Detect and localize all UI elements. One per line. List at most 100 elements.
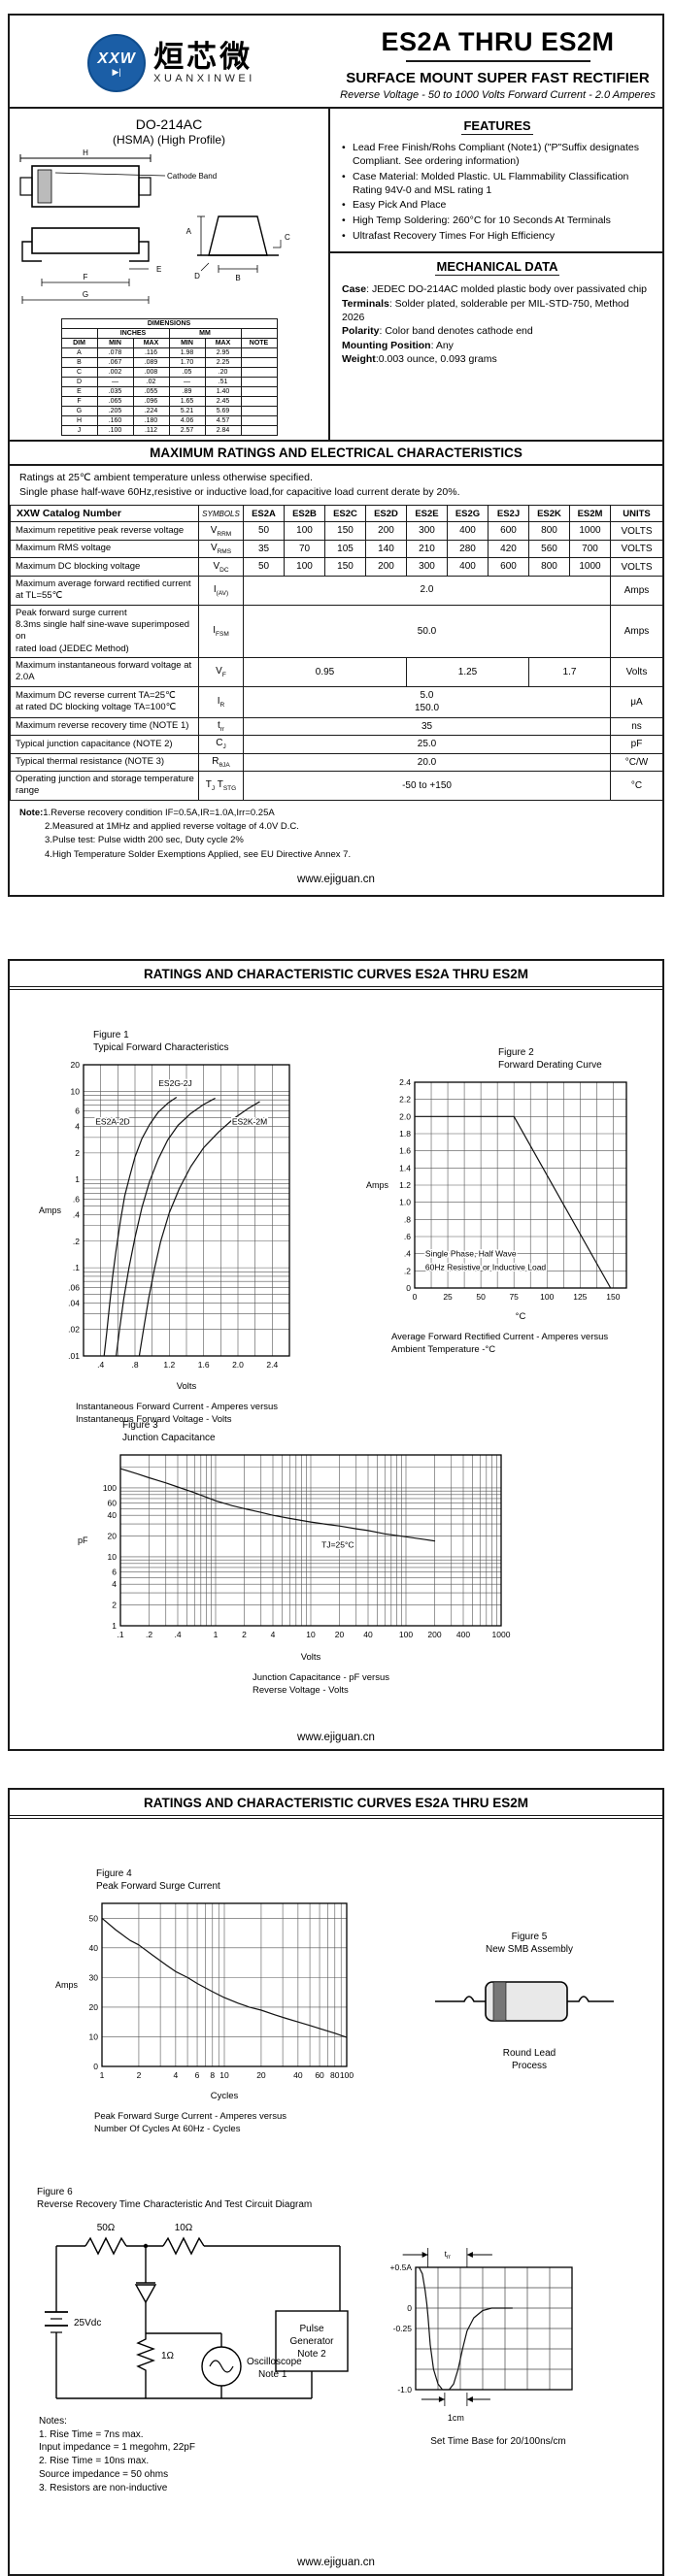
column-header: XXW Catalog Number [10, 505, 199, 523]
table-cell: C [60, 367, 98, 378]
figure2-chart: 0 25 50 75 100 125 150 2.4 2.2 2.0 1.8 1.6 1.4 1.2 1.0… [364, 1074, 656, 1327]
figure6-number: Figure 6 [37, 2186, 73, 2197]
column-header: ES2J [488, 505, 529, 523]
figure5-smb-assembly: Figure 5 New SMB Assembly Round Lead Pro… [427, 1931, 631, 2073]
table-cell: 2.95 [204, 347, 242, 358]
resistor3-label: 1Ω [161, 2351, 175, 2361]
scope-timebase-label: Set Time Base for 20/100ns/cm [430, 2435, 566, 2447]
table-row: Maximum reverse recovery time (NOTE 1) tr… [10, 716, 663, 737]
table-row: Maximum DC blocking voltage VDC 50 100 150 20… [10, 557, 663, 577]
value-cell: 35 [243, 716, 611, 737]
table-notes: Note:1.Reverse recovery condition IF=0.5… [10, 801, 662, 864]
table-cell [240, 367, 278, 378]
value-cell: 100 [284, 557, 325, 577]
dim-h-label: H [83, 149, 88, 157]
table-row: H .160.180 4.06 4.57 [60, 415, 278, 426]
circuit-note-line: Notes: [39, 2415, 67, 2427]
column-header: ES2K [528, 505, 570, 523]
svg-text:8: 8 [210, 2070, 215, 2080]
dimensions-table: DIMENSIONS INCHES MM DIM MIN MAX MIN MAX NOTE A .0… [60, 318, 278, 436]
figure2-title: Forward Derating Curve [498, 1060, 602, 1072]
figure6-notes: Notes: 1. Rise Time = 7ns max. Input imped… [39, 2415, 330, 2495]
smb-assembly-drawing [435, 1981, 614, 2022]
figure3-title: Junction Capacitance [122, 1433, 216, 1444]
circuit-note-line: Source impedance = 50 ohms [39, 2469, 169, 2480]
column-header: ES2G [447, 505, 489, 523]
table-cell [240, 347, 278, 358]
parameter-label: Maximum DC blocking voltage [10, 557, 199, 577]
feature-text: High Temp Soldering: 260°C for 10 Second… [353, 215, 611, 227]
symbol-cell: RθJA [198, 752, 244, 773]
svg-text:400: 400 [456, 1630, 470, 1639]
svg-text:TJ=25°C: TJ=25°C [321, 1540, 354, 1550]
mechanical-data-item: Terminals: Solder plated, solderable per… [342, 297, 629, 323]
units-cell: Volts [610, 656, 663, 687]
table-cell: — [168, 377, 206, 387]
fig1-plot: .4.8 1.2 1.6 2.0 2.420106421.6.4.2.1.06.04.0… [39, 1060, 290, 1392]
parameter-label: Maximum average forward rectified curren… [10, 575, 199, 606]
table-cell: 2.84 [204, 425, 242, 436]
svg-text:2.4: 2.4 [266, 1360, 278, 1370]
value-cell: 100 [284, 521, 325, 541]
figure1-forward-characteristics: Figure 1 Typical Forward Characteristics… [37, 1029, 338, 1427]
mechanical-data-item: Weight:0.003 ounce, 0.093 grams [342, 353, 497, 366]
parameter-label: Operating junction and storage temperatu… [10, 771, 199, 801]
svg-text:.6: .6 [404, 1232, 411, 1241]
svg-text:10: 10 [71, 1086, 81, 1096]
mechanical-data-item: Case: JEDEC DO-214AC molded plastic body… [342, 283, 647, 296]
value-cell: 300 [406, 557, 448, 577]
figure4-caption: Number Of Cycles At 60Hz - Cycles [94, 2124, 241, 2135]
table-cell: .116 [132, 347, 170, 358]
feature-text: Lead Free Finish/Rohs Compliant (Note1) … [353, 142, 639, 167]
ratings-section-heading: MAXIMUM RATINGS AND ELECTRICAL CHARACTER… [10, 440, 662, 466]
parameter-label: Maximum RMS voltage [10, 539, 199, 559]
table-cell [240, 406, 278, 416]
table-cell [240, 396, 278, 407]
table-cell: .02 [132, 377, 170, 387]
value-cell: 0.95 [243, 656, 407, 687]
ratings-condition-line: Ratings at 25℃ ambient temperature unles… [19, 472, 313, 483]
svg-text:.8: .8 [131, 1360, 138, 1370]
table-cell: .205 [96, 406, 134, 416]
figure5-number: Figure 5 [511, 1931, 548, 1942]
svg-text:2: 2 [242, 1630, 247, 1639]
svg-text:.4: .4 [174, 1630, 181, 1639]
bullet-icon: • [342, 170, 346, 182]
features-heading: FEATURES [461, 118, 533, 135]
value-cell: 50 [243, 557, 285, 577]
svg-text:100: 100 [399, 1630, 413, 1639]
value-cell: 5.0 150.0 [243, 685, 611, 718]
svg-text:30: 30 [89, 1972, 99, 1982]
mechanical-data-item: Polarity: Color band denotes cathode end [342, 325, 533, 338]
figure5-title: New SMB Assembly [485, 1944, 574, 1956]
svg-text:.8: .8 [404, 1214, 411, 1224]
figure2-caption: Ambient Temperature -°C [391, 1344, 496, 1356]
svg-text:10: 10 [108, 1552, 118, 1562]
parameter-label: Peak forward surge current 8.3ms single … [10, 604, 199, 658]
symbol-cell: VDC [198, 557, 244, 577]
table-cell: 4.06 [168, 415, 206, 426]
svg-text:Amps: Amps [366, 1180, 389, 1190]
figure5-process-label: Process [511, 2061, 548, 2072]
pulse-generator-note: Note 2 [297, 2349, 326, 2360]
value-cell: 140 [365, 539, 407, 559]
trr-label: trr [445, 2249, 451, 2261]
company-logo: XXW ▶| 烜芯微 XUANXINWEI [10, 16, 333, 107]
pulse-generator-label: Generator [289, 2336, 334, 2347]
table-row: Maximum RMS voltage VRMS 35 70 105 140 210 280 4… [10, 539, 663, 559]
svg-text:4: 4 [173, 2070, 178, 2080]
figure1-caption: Instantaneous Forward Current - Amperes … [76, 1401, 279, 1412]
svg-text:20: 20 [108, 1531, 118, 1540]
units-cell: ns [610, 716, 663, 737]
svg-text:1.2: 1.2 [163, 1360, 175, 1370]
table-cell: A [60, 347, 98, 358]
symbol-cell: trr [198, 716, 244, 737]
table-cell: .096 [132, 396, 170, 407]
svg-text:.2: .2 [73, 1237, 80, 1246]
dim-g-label: G [83, 290, 88, 299]
logo-badge-icon: XXW ▶| [87, 34, 147, 92]
svg-text:Volts: Volts [301, 1652, 321, 1663]
svg-text:0: 0 [407, 2303, 412, 2313]
feature-item: • Ultrafast Recovery Times For High Effic… [342, 230, 653, 244]
circuit-note-line: 1. Rise Time = 7ns max. [39, 2428, 144, 2440]
